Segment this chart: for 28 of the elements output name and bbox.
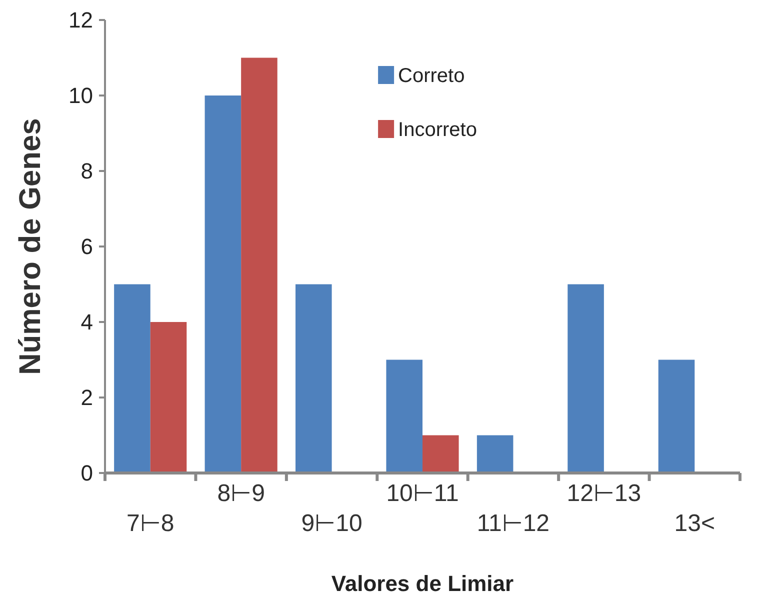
y-tick-label: 6: [80, 234, 93, 260]
y-tick-label: 0: [80, 460, 93, 486]
bar: [568, 284, 604, 473]
bar: [204, 96, 242, 473]
x-tick-label: 11⊢12: [476, 510, 550, 537]
bar: [476, 435, 514, 473]
y-tick-label: 2: [80, 385, 93, 410]
y-tick-label: 12: [68, 8, 93, 33]
bar: [114, 284, 150, 473]
bar: [150, 322, 187, 473]
bar: [658, 360, 695, 473]
x-tick-label: 9⊢10: [301, 510, 362, 537]
y-tick-label: 10: [68, 83, 93, 108]
x-tick-label: 10⊢11: [386, 480, 459, 507]
x-tick-label: 7⊢8: [126, 510, 174, 537]
bar: [241, 58, 278, 473]
legend-label: Incorreto: [398, 119, 477, 141]
x-axis-title: Valores de Limiar: [331, 571, 514, 596]
bar: [296, 284, 332, 473]
bar: [386, 360, 422, 473]
x-tick-label: 13<: [674, 510, 715, 537]
y-tick-label: 4: [80, 310, 93, 335]
x-tick-label: 8⊢9: [217, 480, 265, 507]
y-tick-label: 8: [80, 158, 93, 184]
bar: [422, 435, 459, 473]
y-axis-title: Número de Genes: [14, 118, 47, 375]
legend-label: Correto: [398, 65, 465, 87]
x-tick-label: 12⊢13: [566, 480, 642, 507]
